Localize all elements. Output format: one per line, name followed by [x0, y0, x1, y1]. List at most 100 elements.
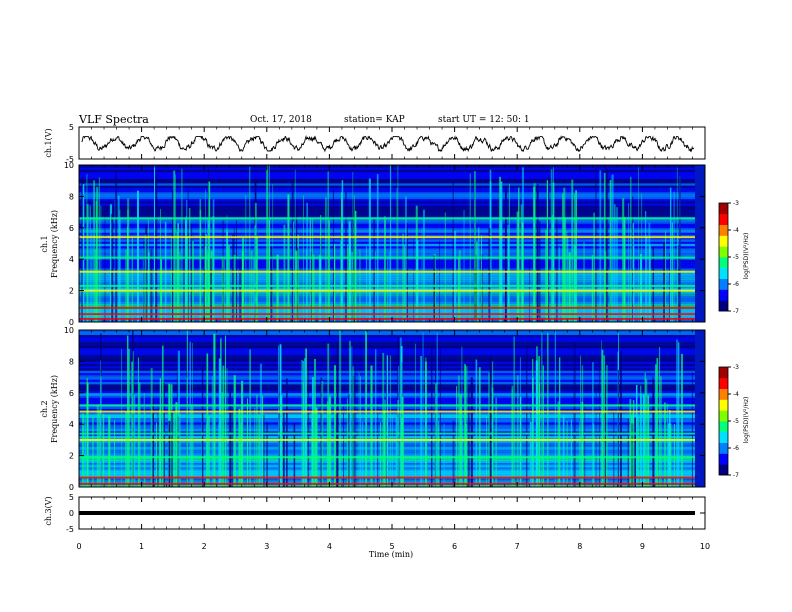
spectrogram-row	[79, 352, 695, 356]
spectrogram-burst	[318, 254, 320, 322]
spectrogram-burst	[632, 412, 635, 487]
spectrogram-burst	[395, 417, 398, 487]
colorbar-cell	[719, 287, 728, 290]
colorbar-cell	[719, 210, 728, 213]
spectrogram-burst	[312, 254, 315, 322]
spectrogram-burst	[389, 165, 392, 322]
spectrogram-burst	[333, 243, 336, 322]
spectrogram-burst	[389, 355, 391, 487]
colorbar-cell	[719, 372, 728, 375]
spectrogram-burst	[81, 413, 85, 487]
spectrogram-burst	[132, 351, 134, 487]
spectrogram-burst	[232, 234, 234, 322]
spectrogram-burst	[233, 375, 236, 487]
spectrogram-burst	[397, 400, 399, 487]
spectrogram-burst	[474, 171, 476, 322]
station-label: station= KAP	[344, 115, 405, 125]
spectrogram-row	[79, 241, 695, 244]
colorbar-cell	[719, 446, 728, 449]
spectrogram-burst	[326, 401, 329, 487]
spectrogram-burst	[691, 372, 693, 487]
spectrogram-burst	[191, 342, 193, 487]
spectrogram-burst	[529, 421, 532, 487]
spectrogram-burst	[312, 218, 314, 322]
spectrogram-row	[79, 205, 695, 209]
colorbar-cell	[719, 413, 728, 416]
spectrogram-burst	[352, 171, 354, 322]
colorbar-cell	[719, 215, 728, 218]
spectrogram-burst	[218, 423, 219, 487]
spectrogram-burst	[137, 357, 139, 487]
spectrogram-burst	[475, 255, 477, 322]
colorbar-cell	[719, 424, 728, 427]
spectrogram-burst	[425, 357, 427, 487]
colorbar-cell	[719, 266, 728, 269]
spectrogram-burst	[349, 348, 351, 487]
spectrogram-burst	[150, 368, 153, 487]
colorbar-tick-label: -5	[733, 254, 739, 261]
spectrogram-burst	[601, 349, 604, 487]
spectrogram-row	[79, 239, 695, 242]
spectrogram-burst	[583, 241, 585, 322]
colorbar-cell	[719, 237, 728, 240]
spectrogram-burst	[131, 361, 134, 487]
y-tick-label: 4	[69, 420, 74, 429]
spectrogram-burst	[355, 370, 357, 487]
x-tick-label: 5	[389, 542, 394, 551]
spectrogram-burst	[121, 348, 123, 487]
spectrogram-burst	[676, 339, 679, 487]
colorbar-cell	[719, 228, 728, 231]
spectrogram-burst	[173, 170, 176, 322]
spectrogram-burst	[272, 184, 274, 322]
spectrogram-row	[79, 230, 695, 233]
spectrogram-burst	[278, 345, 279, 487]
spectrogram-burst	[255, 202, 257, 322]
ch1-trace	[81, 134, 695, 153]
spectrogram-row	[79, 332, 695, 335]
spectrogram-row	[79, 308, 695, 312]
colorbar-cell	[719, 464, 728, 467]
date-label: Oct. 17, 2018	[250, 115, 312, 125]
colorbar-cell	[719, 453, 728, 456]
spectrogram-burst	[568, 252, 571, 322]
spectrogram-burst	[325, 197, 327, 322]
spectrogram-burst	[283, 422, 285, 487]
spectrogram-burst	[187, 189, 189, 322]
spectrogram-burst	[680, 353, 684, 487]
spectrogram-row	[79, 265, 695, 269]
spectrogram-burst	[231, 404, 233, 487]
spectrogram-band	[79, 476, 695, 479]
spectrogram-burst	[346, 398, 349, 487]
spectrogram-burst	[422, 332, 424, 487]
spectrogram-burst	[652, 376, 654, 487]
spectrogram-burst	[632, 196, 634, 322]
spectrogram-row	[79, 176, 695, 179]
colorbar-cell	[719, 257, 728, 260]
colorbar-cell	[719, 282, 728, 285]
colorbar-cell	[719, 302, 728, 305]
colorbar-cell	[719, 262, 728, 265]
spectrogram-burst	[279, 344, 282, 487]
spectrogram-burst	[511, 389, 513, 487]
spectrogram-burst	[192, 405, 194, 487]
spectrogram-burst	[382, 352, 385, 487]
spectrogram-burst	[359, 376, 362, 487]
spectrogram-burst	[420, 355, 423, 487]
spectrogram-burst	[82, 184, 85, 322]
spectrogram-burst	[603, 172, 606, 322]
colorbar-cell	[719, 381, 728, 384]
colorbar-cell	[719, 278, 728, 281]
spectrogram-burst	[345, 191, 347, 322]
spectrogram-row	[79, 290, 695, 294]
colorbar-cell	[719, 271, 728, 274]
ch2-spectrogram-panel: 0 2 4 6 8 10	[64, 326, 706, 492]
spectrogram-burst	[294, 169, 296, 322]
colorbar-tick-label: -7	[733, 472, 739, 479]
spectrogram-burst	[212, 199, 215, 322]
y-tick-label: 10	[64, 326, 74, 335]
spectrogram-burst	[605, 168, 608, 322]
spectrogram-row	[79, 194, 695, 197]
spectrogram-burst	[609, 180, 612, 322]
spectrogram-burst	[646, 235, 648, 322]
spectrogram-row	[79, 319, 695, 323]
